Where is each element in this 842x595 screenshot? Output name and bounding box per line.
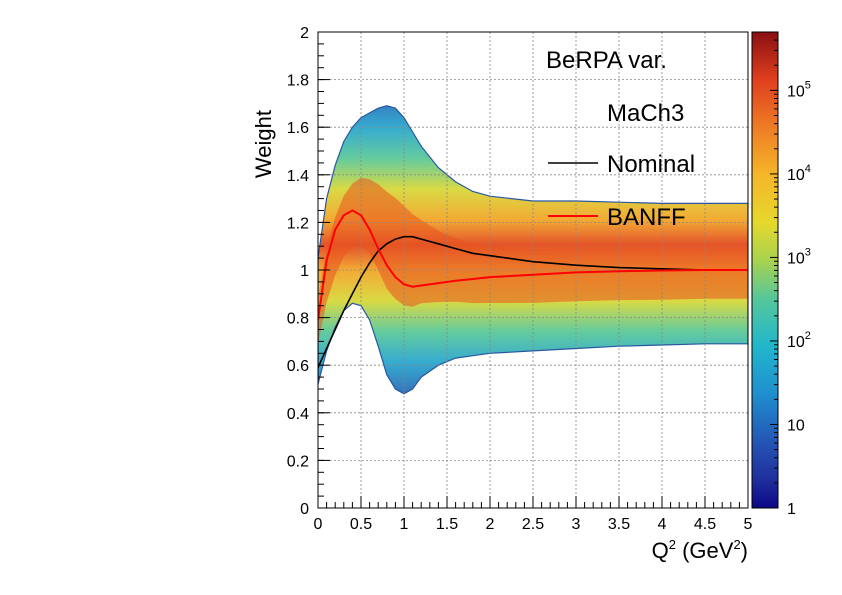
x-tick-label: 0.5 <box>350 516 372 533</box>
x-tick-label: 4.5 <box>694 516 716 533</box>
y-axis: 0 0.2 0.4 0.6 0.8 1 1.2 1.4 1.6 1.8 2 <box>287 25 330 518</box>
series-line-nominal <box>318 235 748 368</box>
series-line-banff <box>318 209 748 321</box>
y-tick-label: 1.8 <box>287 73 309 90</box>
y-tick-label: 0.4 <box>287 406 309 423</box>
colorbar-tick-label: 104 <box>787 163 811 184</box>
y-tick-label: 1.6 <box>287 120 309 137</box>
colorbar-tick-label: 10 <box>787 417 805 434</box>
colorbar-tick-label: 102 <box>787 330 811 351</box>
y-tick-label: 0.6 <box>287 358 309 375</box>
legend-subheader: MaCh3 <box>607 100 684 127</box>
y-tick-label: 0.8 <box>287 311 309 328</box>
x-tick-label: 5 <box>744 516 753 533</box>
x-tick-label: 4 <box>658 516 667 533</box>
y-axis-title: Weight <box>251 110 276 178</box>
legend-header: BeRPA var. <box>546 47 667 74</box>
colorbar <box>751 31 779 509</box>
x-tick-label: 0 <box>314 516 323 533</box>
y-tick-label: 0 <box>300 501 309 518</box>
x-tick-label: 1.5 <box>436 516 458 533</box>
x-tick-label: 2 <box>486 516 495 533</box>
legend-label-banff: BANFF <box>607 204 686 231</box>
legend: BeRPA var. MaCh3 Nominal BANFF <box>546 47 695 231</box>
y-tick-label: 1.2 <box>287 215 309 232</box>
x-axis-title: Q2 (GeV2) <box>652 537 748 563</box>
x-tick-label: 3.5 <box>608 516 630 533</box>
legend-label-nominal: Nominal <box>607 151 695 178</box>
colorbar-tick-label: 1 <box>787 501 796 518</box>
colorbar-tick-label: 103 <box>787 246 811 267</box>
x-tick-label: 2.5 <box>522 516 544 533</box>
x-axis: 0 0.5 1 1.5 2 2.5 3 3.5 4 4.5 5 <box>314 496 753 533</box>
y-tick-label: 1.4 <box>287 168 309 185</box>
y-tick-label: 0.2 <box>287 453 309 470</box>
x-tick-label: 3 <box>572 516 581 533</box>
y-tick-label: 2 <box>300 25 309 42</box>
colorbar-axis: 1 10 102 103 104 105 <box>770 31 811 518</box>
colorbar-tick-label: 105 <box>787 79 811 100</box>
x-tick-label: 1 <box>400 516 409 533</box>
y-tick-label: 1 <box>300 263 309 280</box>
